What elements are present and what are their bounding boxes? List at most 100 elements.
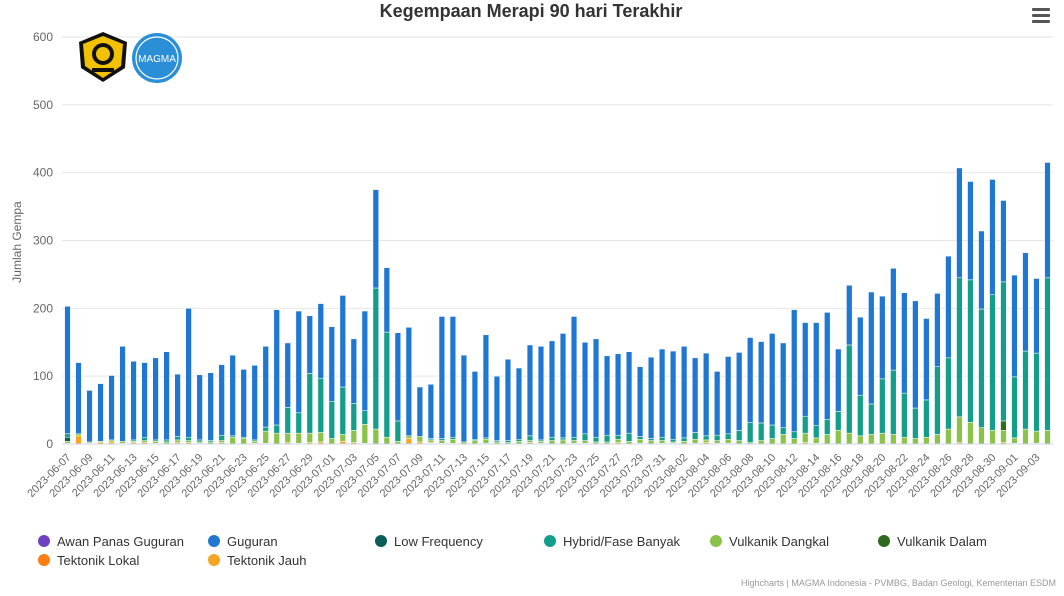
bar-segment[interactable] (471, 440, 479, 445)
bar-segment[interactable] (64, 433, 71, 438)
bar-segment[interactable] (758, 341, 765, 424)
bar-segment[interactable] (769, 438, 776, 445)
bar-segment[interactable] (75, 362, 82, 435)
bar-segment[interactable] (328, 326, 335, 402)
bar-segment[interactable] (835, 430, 842, 445)
bar-segment[interactable] (901, 392, 908, 438)
bar-segment[interactable] (1044, 277, 1051, 431)
bar-segment[interactable] (537, 346, 545, 441)
bar-segment[interactable] (317, 377, 324, 433)
bar-segment[interactable] (989, 294, 996, 431)
bar-segment[interactable] (956, 167, 963, 279)
bar-segment[interactable] (405, 435, 412, 439)
bar-segment[interactable] (923, 399, 930, 438)
bar-segment[interactable] (989, 179, 996, 296)
bar-segment[interactable] (372, 189, 379, 289)
bar-segment[interactable] (912, 300, 919, 409)
bar-segment[interactable] (284, 342, 291, 408)
bar-segment[interactable] (64, 436, 71, 442)
bar-segment[interactable] (163, 439, 170, 443)
bar-segment[interactable] (471, 371, 479, 440)
bar-segment[interactable] (857, 435, 864, 445)
bar-segment[interactable] (625, 351, 633, 434)
bar-segment[interactable] (174, 373, 181, 437)
bar-segment[interactable] (416, 436, 423, 443)
bar-segment[interactable] (460, 354, 468, 443)
bar-segment[interactable] (548, 440, 556, 445)
bar-segment[interactable] (802, 415, 809, 434)
bar-segment[interactable] (141, 436, 148, 441)
bar-segment[interactable] (890, 369, 897, 435)
bar-segment[interactable] (934, 434, 941, 445)
bar-segment[interactable] (603, 434, 611, 443)
bar-segment[interactable] (559, 333, 567, 439)
bar-segment[interactable] (504, 440, 512, 443)
bar-segment[interactable] (1000, 420, 1007, 431)
bar-segment[interactable] (361, 424, 368, 444)
bar-segment[interactable] (526, 344, 534, 437)
bar-segment[interactable] (394, 332, 401, 422)
bar-segment[interactable] (614, 434, 622, 440)
bar-segment[interactable] (262, 346, 269, 428)
bar-segment[interactable] (218, 364, 225, 436)
bar-segment[interactable] (923, 436, 930, 445)
bar-segment[interactable] (714, 440, 721, 444)
bar-segment[interactable] (846, 432, 853, 445)
bar-segment[interactable] (813, 322, 820, 426)
bar-segment[interactable] (890, 268, 897, 371)
bar-segment[interactable] (64, 441, 71, 444)
bar-segment[interactable] (890, 434, 897, 445)
bar-segment[interactable] (86, 390, 93, 443)
bar-segment[interactable] (240, 369, 247, 438)
bar-segment[interactable] (295, 412, 302, 434)
bar-segment[interactable] (725, 356, 732, 435)
bar-segment[interactable] (967, 279, 974, 423)
bar-segment[interactable] (1011, 274, 1018, 378)
bar-segment[interactable] (736, 440, 743, 445)
bar-segment[interactable] (262, 426, 269, 432)
bar-segment[interactable] (1000, 281, 1007, 422)
bar-segment[interactable] (405, 327, 412, 437)
bar-segment[interactable] (901, 436, 908, 445)
bar-segment[interactable] (802, 432, 809, 443)
bar-segment[interactable] (526, 440, 534, 443)
bar-segment[interactable] (284, 432, 291, 443)
bar-segment[interactable] (835, 411, 842, 431)
bar-segment[interactable] (240, 438, 247, 445)
bar-segment[interactable] (725, 439, 732, 444)
bar-segment[interactable] (736, 352, 743, 431)
bar-segment[interactable] (449, 436, 457, 440)
bar-segment[interactable] (581, 433, 589, 441)
bar-segment[interactable] (758, 422, 765, 441)
bar-segment[interactable] (1022, 428, 1029, 445)
bar-segment[interactable] (647, 356, 655, 439)
bar-segment[interactable] (879, 295, 886, 380)
bar-segment[interactable] (636, 439, 644, 444)
bar-segment[interactable] (262, 430, 269, 444)
bar-segment[interactable] (295, 310, 302, 414)
bar-segment[interactable] (537, 441, 545, 444)
bar-segment[interactable] (736, 430, 743, 441)
bar-segment[interactable] (802, 322, 809, 417)
bar-segment[interactable] (559, 439, 567, 445)
bar-segment[interactable] (945, 357, 952, 430)
bar-segment[interactable] (449, 316, 457, 438)
bar-segment[interactable] (350, 430, 357, 443)
bar-segment[interactable] (196, 439, 203, 443)
bar-segment[interactable] (108, 375, 115, 441)
bar-segment[interactable] (306, 315, 313, 374)
bar-segment[interactable] (956, 416, 963, 443)
bar-segment[interactable] (141, 440, 148, 443)
bar-segment[interactable] (967, 181, 974, 281)
bar-segment[interactable] (119, 441, 126, 444)
bar-segment[interactable] (372, 428, 379, 445)
bar-segment[interactable] (769, 333, 776, 426)
bar-segment[interactable] (658, 436, 666, 441)
bar-segment[interactable] (592, 436, 600, 443)
bar-segment[interactable] (758, 440, 765, 445)
legend-item[interactable]: Tektonik Lokal (38, 553, 139, 568)
bar-segment[interactable] (703, 352, 710, 437)
legend-item[interactable]: Guguran (208, 534, 278, 549)
bar-segment[interactable] (780, 427, 787, 435)
bar-segment[interactable] (703, 435, 710, 441)
